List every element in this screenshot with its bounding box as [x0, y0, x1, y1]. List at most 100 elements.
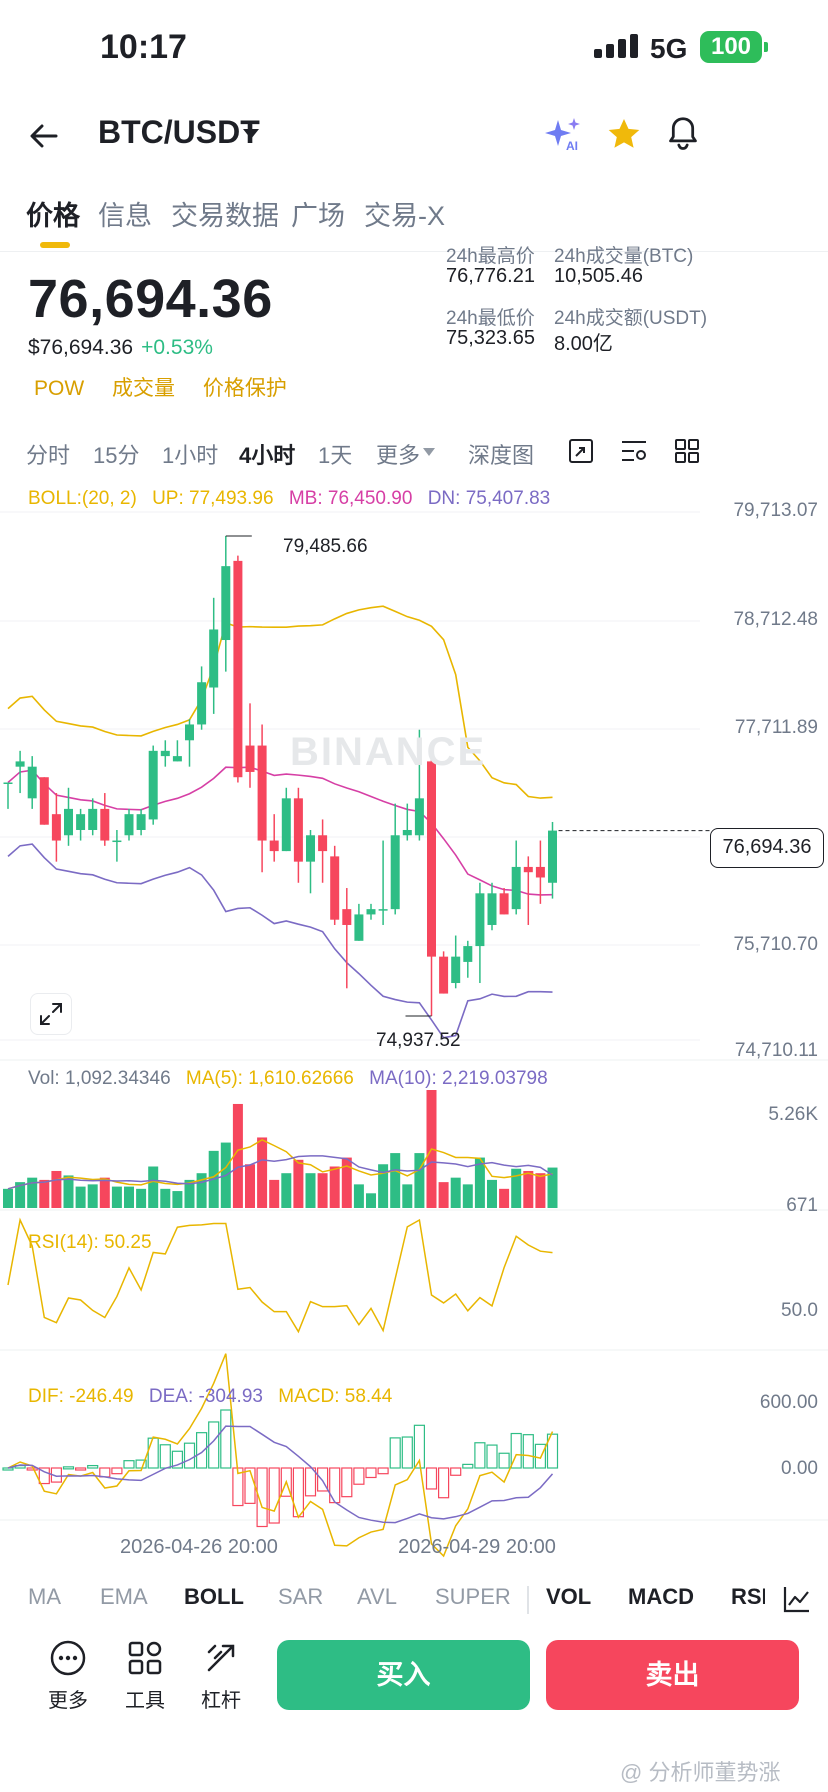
macd-histogram-bar: [244, 1467, 256, 1504]
boll-middle-line: [7, 766, 553, 896]
candle-body: [245, 745, 255, 772]
macd-histogram-bar: [26, 1467, 38, 1471]
tag-pow[interactable]: POW: [34, 377, 85, 400]
volume-bar: [111, 1186, 122, 1208]
chart-fullscreen-icon[interactable]: [568, 438, 594, 464]
tab-info[interactable]: 信息: [98, 201, 152, 231]
indicator-avl[interactable]: AVL: [357, 1584, 397, 1609]
price-axis-1: 78,712.48: [733, 609, 818, 630]
price-axis-5: 74,710.11: [734, 1040, 818, 1061]
volume-bar: [487, 1179, 497, 1208]
indicator-super[interactable]: SUPER: [435, 1584, 511, 1609]
indicator-vol[interactable]: VOL: [546, 1584, 592, 1609]
candle-body: [148, 750, 158, 820]
candle-body: [100, 808, 110, 841]
high-annotation: 79,485.66: [283, 536, 368, 557]
interval-1h[interactable]: 1小时: [162, 443, 219, 468]
tag-price-protection[interactable]: 价格保护: [202, 377, 287, 400]
interval-time[interactable]: 分时: [26, 443, 71, 468]
candle-body: [318, 835, 328, 852]
candle-body: [233, 560, 243, 778]
volume-bar: [523, 1170, 534, 1208]
indicator-macd[interactable]: MACD: [628, 1584, 694, 1609]
rsi-line: [7, 1217, 553, 1334]
sell-button[interactable]: 卖出: [546, 1640, 799, 1710]
tab-trade-x[interactable]: 交易-X: [364, 201, 445, 231]
macd-histogram-bar: [159, 1444, 171, 1469]
chart-settings-icon[interactable]: [620, 438, 648, 464]
interval-bar: 分时 15分 1小时 4小时 1天 更多 深度图: [0, 432, 828, 474]
pair-title[interactable]: BTC/USDT: [98, 114, 260, 150]
candle-body: [548, 830, 557, 883]
interval-1d[interactable]: 1天: [318, 443, 353, 468]
vol-ma5-line: [7, 1138, 553, 1190]
tab-square[interactable]: 广场: [291, 201, 345, 231]
candle-body: [402, 829, 412, 836]
indicator-rsi[interactable]: RSI: [731, 1584, 765, 1609]
volume-bar: [438, 1182, 449, 1208]
interval-4h[interactable]: 4小时: [239, 443, 296, 468]
expand-chart-button[interactable]: [30, 993, 72, 1035]
indicator-settings-icon[interactable]: [782, 1584, 812, 1614]
layout-grid-icon[interactable]: [674, 438, 700, 464]
volume-bar: [341, 1157, 352, 1208]
candle-body: [112, 840, 122, 843]
indicator-sar[interactable]: SAR: [278, 1584, 324, 1609]
macd-axis-mid: 0.00: [781, 1458, 818, 1479]
stat-high: 76,776.21: [446, 265, 535, 287]
price-axis-2: 77,711.89: [734, 717, 818, 738]
stat-high-label: 24h最高价: [446, 246, 535, 267]
signal-icon: [594, 34, 638, 58]
more-button[interactable]: 更多: [28, 1638, 108, 1713]
candle-body: [499, 893, 509, 915]
candle-body: [342, 909, 352, 925]
candle-body: [293, 798, 303, 862]
interval-15m[interactable]: 15分: [93, 443, 140, 468]
candle-body: [451, 956, 461, 984]
candle-body: [523, 866, 533, 873]
indicator-ema[interactable]: EMA: [100, 1584, 148, 1609]
candlestick-chart[interactable]: [0, 0, 828, 1560]
volume-bar: [402, 1184, 413, 1208]
macd-dif-line: [7, 1353, 554, 1558]
bottom-action-bar: 更多 工具 杠杆 买入 卖出: [0, 1630, 828, 1730]
candle-body: [414, 798, 424, 836]
date-label-0: 2026-04-26 20:00: [120, 1536, 278, 1558]
tab-price[interactable]: 价格: [26, 201, 80, 231]
candle-body: [88, 808, 98, 830]
candle-body: [330, 856, 340, 920]
macd-histogram-bar: [196, 1432, 208, 1469]
indicator-ma[interactable]: MA: [28, 1584, 61, 1609]
vol-axis-top: 5.26K: [768, 1104, 818, 1125]
leverage-icon: [207, 1644, 235, 1672]
star-icon[interactable]: [606, 116, 642, 152]
dropdown-caret-icon[interactable]: [242, 128, 260, 140]
status-time: 10:17: [100, 28, 187, 66]
candle-body: [511, 866, 521, 910]
active-tab-indicator: [40, 242, 70, 248]
stat-low: 75,323.65: [446, 327, 535, 349]
indicator-boll[interactable]: BOLL: [184, 1584, 244, 1609]
interval-depth[interactable]: 深度图: [468, 443, 535, 468]
volume-bar: [3, 1188, 13, 1208]
candle-body: [124, 814, 134, 836]
candle-body: [378, 909, 388, 911]
candle-body: [15, 761, 25, 767]
volume-bar: [269, 1179, 280, 1208]
interval-more[interactable]: 更多: [376, 443, 421, 468]
back-arrow-icon[interactable]: [28, 120, 60, 152]
volume-bar: [535, 1173, 546, 1208]
candle-body: [306, 835, 315, 862]
ai-sparkle-icon[interactable]: AI: [544, 116, 584, 154]
candle-body: [64, 808, 73, 836]
tools-button[interactable]: 工具: [105, 1638, 185, 1713]
macd-legend: DIF: -246.49 DEA: -304.93 MACD: 58.44: [28, 1386, 392, 1408]
tag-volume[interactable]: 成交量: [112, 377, 176, 400]
bell-icon[interactable]: [666, 116, 700, 152]
macd-value: MACD: 58.44: [278, 1386, 393, 1407]
tab-trading-data[interactable]: 交易数据: [171, 201, 279, 231]
macd-histogram-bar: [292, 1467, 304, 1518]
leverage-button[interactable]: 杠杆: [181, 1638, 261, 1713]
candle-body: [39, 777, 49, 825]
buy-button[interactable]: 买入: [277, 1640, 530, 1710]
